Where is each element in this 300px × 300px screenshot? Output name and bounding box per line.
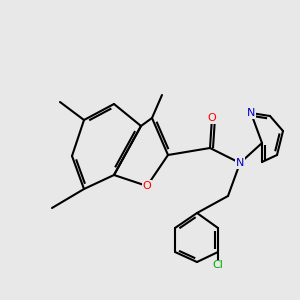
Text: O: O xyxy=(142,181,152,191)
Text: Cl: Cl xyxy=(213,260,224,271)
Text: O: O xyxy=(208,113,216,123)
Text: N: N xyxy=(236,158,244,168)
Text: N: N xyxy=(247,108,255,118)
